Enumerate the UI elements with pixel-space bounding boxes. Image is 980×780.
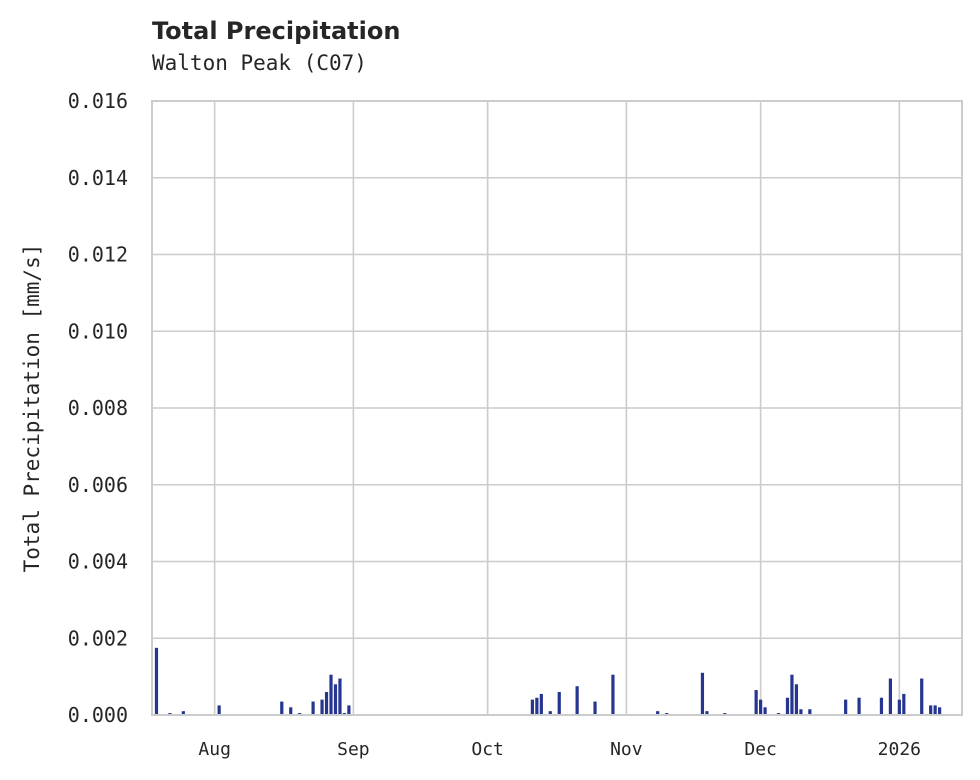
bar [933,705,937,715]
bar [844,699,848,715]
bar [154,647,159,715]
bar [539,693,543,715]
y-tick-label: 0.010 [68,319,128,343]
bar [902,693,906,715]
bar [929,705,933,715]
y-tick-label: 0.004 [68,550,128,574]
bar [879,697,884,715]
bar [575,686,579,715]
y-tick-label: 0.000 [68,703,128,727]
bar [920,678,924,715]
bar [763,707,767,715]
bar [794,684,799,715]
bar [897,699,901,715]
gridlines [152,100,962,716]
y-tick-label: 0.006 [68,473,128,497]
bar [324,691,329,715]
bar [888,678,892,715]
bar [338,678,342,715]
bar [535,697,539,715]
bar-series [154,647,942,715]
bar [181,711,185,715]
axes-frame [151,100,963,716]
bar [785,697,790,715]
bar [656,711,660,715]
y-tick-label: 0.008 [68,396,128,420]
bar [347,705,351,715]
bar [530,699,534,715]
chart-title: Total Precipitation [152,17,401,45]
x-axis-ticks: Aug Sep Oct Nov Dec 2026 [198,739,921,760]
bar [705,711,709,715]
bar [611,674,615,715]
bar [217,705,221,715]
bar [320,699,324,715]
y-axis-ticks: 0.000 0.002 0.004 0.006 0.008 0.010 0.012 0.014… [68,89,128,727]
bar [857,697,861,715]
bar [759,699,763,715]
bar [280,701,284,715]
y-tick-label: 0.002 [68,626,128,650]
bar [329,674,333,715]
bar [593,701,597,715]
x-tick-label: Aug [198,739,231,760]
x-tick-label: Nov [610,739,643,760]
y-tick-label: 0.012 [68,243,128,267]
chart-subtitle: Walton Peak (C07) [152,51,367,75]
bar [700,672,705,715]
bar [938,707,942,715]
y-tick-label: 0.014 [68,166,128,190]
x-tick-label: Oct [471,739,504,760]
bar [333,684,338,715]
x-tick-label: Dec [744,739,777,760]
x-tick-label: Sep [337,739,370,760]
bar [790,674,794,715]
bar [548,711,552,715]
bar [754,690,758,715]
bar [808,709,812,715]
bar [799,709,803,715]
bar [311,701,315,715]
y-tick-label: 0.016 [68,89,128,113]
bar [557,691,561,715]
x-tick-label: 2026 [878,739,921,760]
bar [289,707,293,715]
